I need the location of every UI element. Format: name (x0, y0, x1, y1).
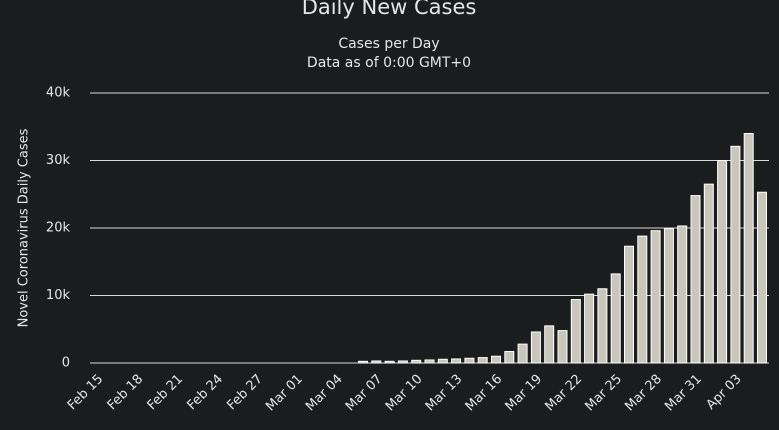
bar (757, 191, 767, 364)
y-axis-label: Novel Coronavirus Daily Cases (17, 128, 32, 327)
bar (677, 225, 688, 364)
bar (650, 230, 661, 364)
chart-subtitle: Cases per Day (338, 36, 439, 52)
bar (717, 160, 728, 364)
bar (637, 235, 648, 364)
bar (411, 359, 422, 364)
y-tick-label: 0 (62, 356, 70, 371)
bar (397, 360, 408, 364)
bar (358, 360, 368, 364)
bar (584, 293, 595, 364)
y-tick-label: 20k (46, 221, 71, 236)
bar (624, 245, 634, 364)
bar (371, 360, 382, 364)
bar (384, 360, 395, 364)
chart-title: Daily New Cases (302, 0, 477, 19)
bar (743, 133, 754, 364)
y-tick-label: 10k (46, 288, 71, 303)
bar (544, 325, 555, 364)
bar (504, 351, 515, 364)
bar (530, 331, 541, 364)
bar (610, 273, 621, 364)
bar (517, 343, 528, 364)
bar (570, 299, 581, 364)
chart-subtitle: Data as of 0:00 GMT+0 (307, 55, 471, 71)
bar (491, 355, 501, 364)
bar (424, 359, 435, 364)
bar (597, 288, 608, 364)
bar (451, 358, 462, 364)
bar (663, 228, 674, 364)
bar (690, 195, 701, 364)
bar (703, 183, 714, 364)
bar (437, 358, 448, 364)
bar (477, 357, 488, 364)
bar (464, 357, 475, 364)
y-tick-label: 40k (46, 86, 71, 101)
y-tick-label: 30k (46, 153, 71, 168)
bar (730, 145, 741, 364)
bar (557, 330, 568, 364)
